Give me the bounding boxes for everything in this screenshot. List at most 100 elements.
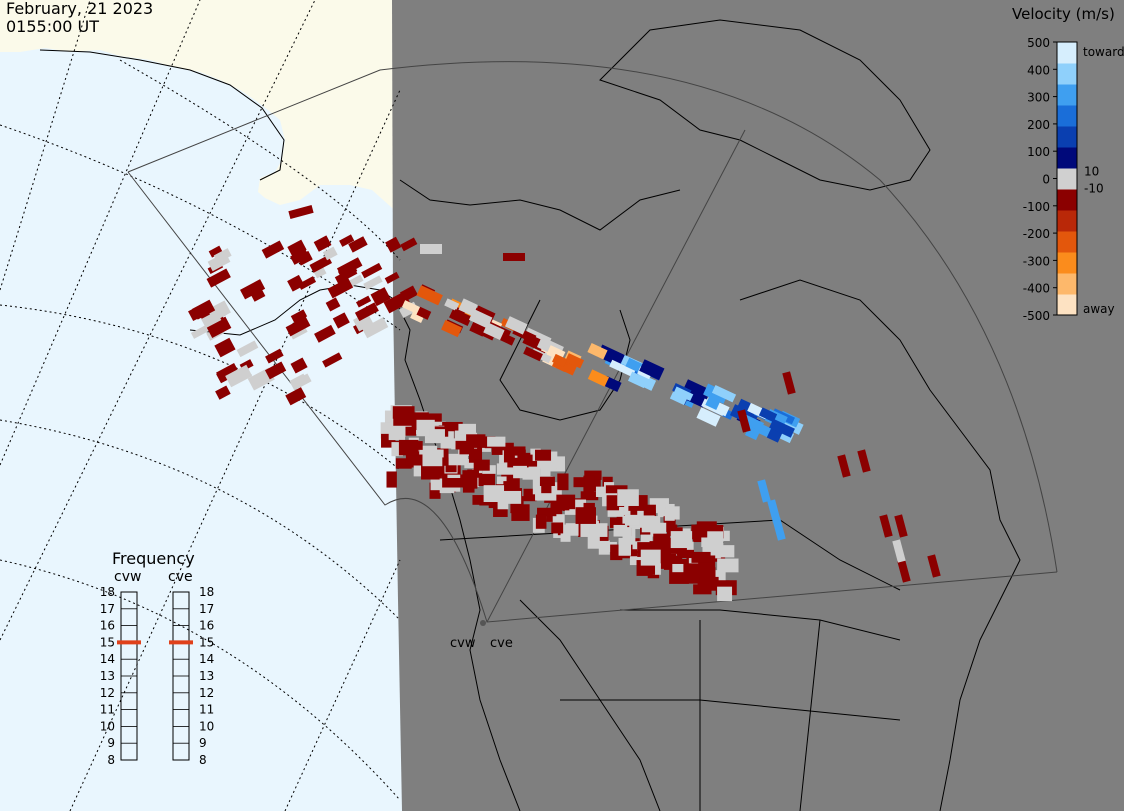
velocity-cell <box>628 371 649 389</box>
velocity-cell <box>541 483 552 494</box>
velocity-cell <box>236 340 259 358</box>
velocity-cell <box>385 236 402 253</box>
frequency-scale-label: 10 <box>100 719 115 733</box>
frequency-scale-label: 9 <box>107 736 115 750</box>
velocity-cell <box>285 316 311 337</box>
velocity-cell <box>624 514 640 526</box>
colorbar-toward-label: toward <box>1083 45 1124 59</box>
velocity-cell <box>688 570 699 584</box>
velocity-cell <box>769 418 795 438</box>
velocity-cell <box>837 454 851 478</box>
velocity-cell <box>587 534 600 549</box>
velocity-cell <box>522 466 541 480</box>
velocity-cell <box>495 442 514 453</box>
velocity-cell <box>782 371 796 395</box>
graticule-line <box>69 89 401 811</box>
velocity-cell <box>191 299 216 320</box>
frequency-scale-label: 8 <box>107 753 115 767</box>
velocity-cell <box>442 421 463 432</box>
velocity-cell <box>560 524 571 542</box>
colorbar-segment <box>1057 84 1077 106</box>
velocity-cell <box>322 352 343 368</box>
radar-site-marker <box>480 620 486 626</box>
colorbar-tick-label: 300 <box>1027 91 1050 105</box>
velocity-cell <box>584 470 602 480</box>
velocity-cell <box>719 545 735 558</box>
velocity-cell <box>757 479 771 503</box>
velocity-cell <box>420 244 442 254</box>
velocity-cell <box>587 369 610 387</box>
velocity-cell <box>264 361 287 380</box>
velocity-cell <box>606 495 620 511</box>
velocity-cell <box>602 476 613 487</box>
graticule-line <box>284 559 401 811</box>
frequency-title: Frequency <box>112 549 195 568</box>
frequency-scale-label: 18 <box>199 585 214 599</box>
velocity-cell <box>339 234 355 247</box>
graticule-line <box>0 124 401 331</box>
velocity-cell <box>354 302 379 322</box>
velocity-cell <box>288 205 314 219</box>
velocity-cell <box>503 253 525 261</box>
velocity-cell <box>535 491 557 501</box>
velocity-cell <box>639 359 665 381</box>
velocity-cell <box>215 385 231 400</box>
velocity-cell <box>386 471 397 488</box>
frequency-scale-label: 17 <box>199 602 214 616</box>
greenland-coast <box>599 19 931 191</box>
velocity-cell <box>573 477 585 488</box>
velocity-cell <box>598 540 610 555</box>
velocity-cell <box>857 449 871 473</box>
velocity-cell <box>201 310 222 329</box>
colorbar-segment <box>1057 42 1077 64</box>
colorbar-segment <box>1057 105 1077 127</box>
frequency-scale-label: 15 <box>100 635 115 649</box>
velocity-cell <box>717 558 739 573</box>
velocity-cell <box>398 439 419 456</box>
frequency-scale-label: 13 <box>100 669 115 683</box>
velocity-cell <box>416 306 432 320</box>
velocity-cell <box>391 442 403 457</box>
velocity-cell <box>712 570 726 581</box>
velocity-cell <box>696 407 721 427</box>
velocity-cell <box>705 386 728 404</box>
alaska-north-coast <box>39 49 285 181</box>
velocity-cell <box>670 531 693 549</box>
velocity-cell <box>506 476 520 490</box>
velocity-cell <box>405 454 428 466</box>
velocity-cell <box>348 236 368 253</box>
frequency-scale-label: 18 <box>100 585 115 599</box>
velocity-cell <box>287 239 307 258</box>
velocity-cell <box>442 478 461 488</box>
velocity-cell <box>337 263 358 280</box>
velocity-cell <box>468 308 493 329</box>
frequency-scale-label: 12 <box>100 686 115 700</box>
velocity-cell <box>551 522 564 534</box>
alaska-south-coast <box>189 284 396 336</box>
graticule-line <box>119 59 401 261</box>
frequency-scale-label: 8 <box>199 753 207 767</box>
velocity-cell <box>691 551 711 563</box>
graticule-line <box>0 0 91 291</box>
velocity-cell <box>216 362 239 382</box>
velocity-cell <box>290 373 312 391</box>
frequency-scale-label: 10 <box>199 719 214 733</box>
velocity-cell <box>393 417 414 426</box>
graticule-line <box>0 0 316 641</box>
velocity-cell <box>459 445 471 455</box>
velocity-cell <box>455 440 475 450</box>
velocity-cell <box>478 473 496 487</box>
velocity-cell <box>483 322 505 341</box>
frequency-panel: 18 17 16 15 14 13 12 11 10 9 8 18 17 16 15 14 13 12 11 10 9 8 <box>100 585 215 767</box>
hudson-bay-coast <box>499 299 631 421</box>
velocity-cell <box>583 475 595 492</box>
velocity-cell <box>523 346 543 362</box>
colorbar-segment <box>1057 189 1077 211</box>
velocity-cell <box>313 235 332 252</box>
velocity-cell <box>673 386 694 402</box>
colorbar-tick-label: -100 <box>1023 200 1050 214</box>
state-boundary <box>560 699 901 721</box>
velocity-cell <box>575 507 596 524</box>
frequency-scale-label: 17 <box>100 602 115 616</box>
frequency-scale-label: 11 <box>199 703 214 717</box>
